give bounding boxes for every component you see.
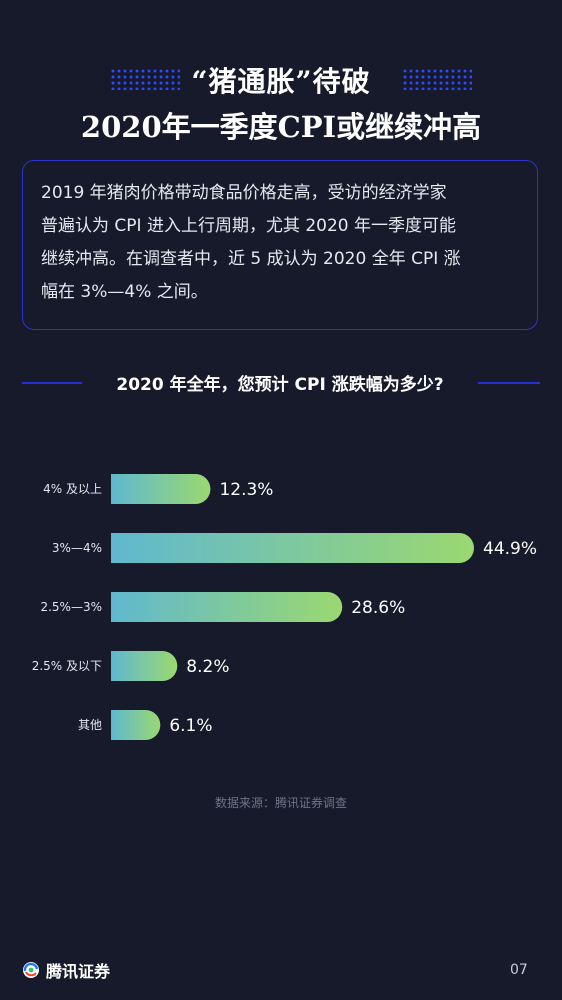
chart-title-row: 2020 年全年，您预计 CPI 涨跌幅为多少? (0, 368, 562, 398)
brand-name: 腾讯证券 (46, 962, 111, 981)
value-label-4: 6.1% (169, 716, 212, 736)
category-label-1: 3%—4% (52, 541, 102, 555)
value-label-3: 8.2% (186, 657, 229, 677)
divider-left (22, 382, 82, 384)
bar-4 (111, 710, 161, 740)
chart-title: 2020 年全年，您预计 CPI 涨跌幅为多少? (116, 375, 444, 395)
category-label-3: 2.5% 及以下 (32, 659, 102, 673)
bar-1 (111, 533, 474, 563)
title-line-1: “猪通胀”待破 (191, 65, 371, 98)
intro-box: 2019 年猪肉价格带动食品价格走高，受访的经济学家 普遍认为 CPI 进入上行… (22, 160, 538, 330)
dot-pattern-right (402, 68, 472, 90)
bar-3 (111, 651, 178, 681)
brand-logo: 腾讯证券 (22, 958, 110, 982)
intro-line-1: 2019 年猪肉价格带动食品价格走高，受访的经济学家 (41, 183, 447, 203)
intro-line-2: 普遍认为 CPI 进入上行周期，尤其 2020 年一季度可能 (41, 216, 457, 236)
page-number: 07 (510, 962, 528, 978)
bar-0 (111, 474, 211, 504)
value-label-0: 12.3% (219, 480, 273, 500)
divider-right (478, 382, 540, 384)
dot-pattern-left (110, 68, 180, 90)
intro-line-4: 幅在 3%—4% 之间。 (41, 282, 208, 302)
intro-line-3: 继续冲高。在调查者中，近 5 成认为 2020 全年 CPI 涨 (41, 249, 461, 269)
bar-2 (111, 592, 343, 622)
value-label-1: 44.9% (483, 539, 537, 559)
title-block: “猪通胀”待破 2020年一季度CPI或继续冲高 (0, 58, 562, 146)
category-label-4: 其他 (78, 718, 102, 732)
data-source: 数据来源：腾讯证券调查 (214, 796, 347, 810)
tencent-logo-icon (23, 962, 39, 978)
value-label-2: 28.6% (351, 598, 405, 618)
category-label-0: 4% 及以上 (43, 482, 102, 496)
bar-chart: 4% 及以上 12.3% 3%—4% 44.9% 2.5%—3% 28.6% 2.5% 及以… (32, 474, 537, 740)
title-line-2: 2020年一季度CPI或继续冲高 (80, 110, 482, 144)
category-label-2: 2.5%—3% (40, 600, 102, 614)
intro-text: 2019 年猪肉价格带动食品价格走高，受访的经济学家 普遍认为 CPI 进入上行… (41, 177, 519, 309)
